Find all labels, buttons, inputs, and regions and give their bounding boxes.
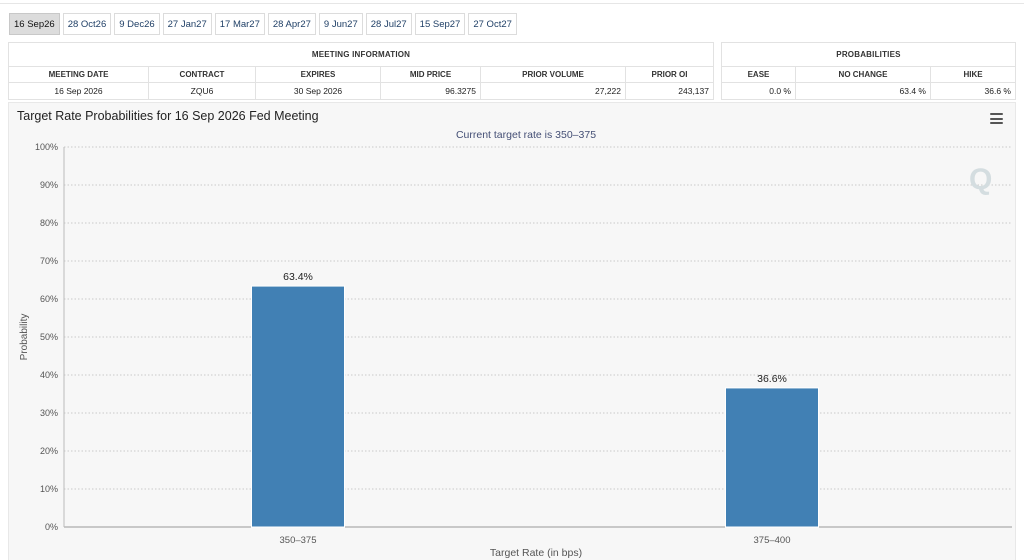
x-tick-label: 375–400	[754, 535, 791, 546]
tab-28-jul27[interactable]: 28 Jul27	[365, 13, 412, 35]
value-expires: 30 Sep 2026	[256, 83, 381, 99]
tab-9-dec26[interactable]: 9 Dec26	[114, 13, 160, 35]
y-tick-label: 20%	[40, 446, 58, 456]
value-hike: 36.6 %	[984, 86, 1011, 96]
data-label: 36.6%	[757, 373, 787, 385]
tab-16-sep26[interactable]: 16 Sep26	[9, 13, 60, 35]
hamburger-menu-icon[interactable]	[990, 113, 1003, 124]
y-tick-label: 90%	[40, 180, 58, 190]
meeting-information-table: MEETING INFORMATION MEETING DATE CONTRAC…	[8, 42, 714, 100]
meeting-date-tabs: 16 Sep26 28 Oct26 9 Dec26 27 Jan27 17 Mar27 2…	[9, 13, 517, 35]
y-tick-label: 10%	[40, 484, 58, 494]
tab-9-jun27[interactable]: 9 Jun27	[318, 13, 363, 35]
y-tick-label: 70%	[40, 256, 58, 266]
top-divider	[0, 3, 1024, 4]
meeting-information-header-row: MEETING DATE CONTRACT EXPIRES MID PRICE …	[9, 67, 713, 83]
bar-350–375	[251, 285, 345, 528]
y-tick-label: 0%	[45, 522, 58, 532]
probabilities-header-row: EASE NO CHANGE HIKE	[722, 67, 1015, 83]
y-tick-label: 40%	[40, 370, 58, 380]
probability-bar-chart: 0% 10% 20% 30% 40% 50% 60% 70% 80% 90% 100% Current…	[19, 129, 1012, 559]
tab-27-jan27[interactable]: 27 Jan27	[162, 13, 212, 35]
tab-28-apr27[interactable]: 28 Apr27	[267, 13, 316, 35]
header-no-change: NO CHANGE	[796, 67, 931, 82]
tab-17-mar27[interactable]: 17 Mar27	[214, 13, 265, 35]
value-mid-price: 96.3275	[381, 83, 481, 99]
header-prior-oi: PRIOR OI	[651, 70, 688, 79]
header-prior-volume: PRIOR VOLUME	[481, 67, 626, 82]
x-axis-label: Target Rate (in bps)	[490, 547, 582, 559]
chart-title: Target Rate Probabilities for 16 Sep 202…	[17, 109, 319, 123]
header-meeting-date: MEETING DATE	[9, 67, 149, 82]
y-axis-label: Probability	[19, 314, 30, 361]
tab-28-oct26[interactable]: 28 Oct26	[62, 13, 112, 35]
header-contract: CONTRACT	[149, 67, 256, 82]
x-tick-label: 350–375	[280, 535, 317, 546]
y-tick-label: 30%	[40, 408, 58, 418]
header-expires: EXPIRES	[256, 67, 381, 82]
y-tick-label: 60%	[40, 294, 58, 304]
header-hike: HIKE	[963, 70, 983, 79]
bar-375–400	[725, 387, 819, 528]
header-mid-price: MID PRICE	[381, 67, 481, 82]
watermark-logo: Q	[969, 163, 993, 196]
chart-subtitle: Current target rate is 350–375	[456, 129, 596, 141]
value-prior-oi: 243,137	[678, 86, 709, 96]
meeting-information-title: MEETING INFORMATION	[9, 43, 713, 67]
probabilities-table: PROBABILITIES EASE NO CHANGE HIKE 0.0 % …	[721, 42, 1016, 100]
probabilities-value-row: 0.0 % 63.4 % 36.6 %	[722, 83, 1015, 99]
chart-panel: 0% 10% 20% 30% 40% 50% 60% 70% 80% 90% 100% Current…	[8, 102, 1016, 560]
tab-15-sep27[interactable]: 15 Sep27	[414, 13, 466, 35]
tab-27-oct27[interactable]: 27 Oct27	[468, 13, 517, 35]
meeting-information-value-row: 16 Sep 2026 ZQU6 30 Sep 2026 96.3275 27,…	[9, 83, 713, 99]
value-prior-volume: 27,222	[481, 83, 626, 99]
value-meeting-date: 16 Sep 2026	[9, 83, 149, 99]
value-ease: 0.0 %	[722, 83, 796, 99]
probabilities-title: PROBABILITIES	[722, 43, 1015, 67]
data-label: 63.4%	[283, 271, 313, 283]
value-contract: ZQU6	[149, 83, 256, 99]
value-no-change: 63.4 %	[796, 83, 931, 99]
header-ease: EASE	[722, 67, 796, 82]
y-tick-label: 50%	[40, 332, 58, 342]
y-tick-label: 80%	[40, 218, 58, 228]
y-tick-label: 100%	[35, 142, 58, 152]
